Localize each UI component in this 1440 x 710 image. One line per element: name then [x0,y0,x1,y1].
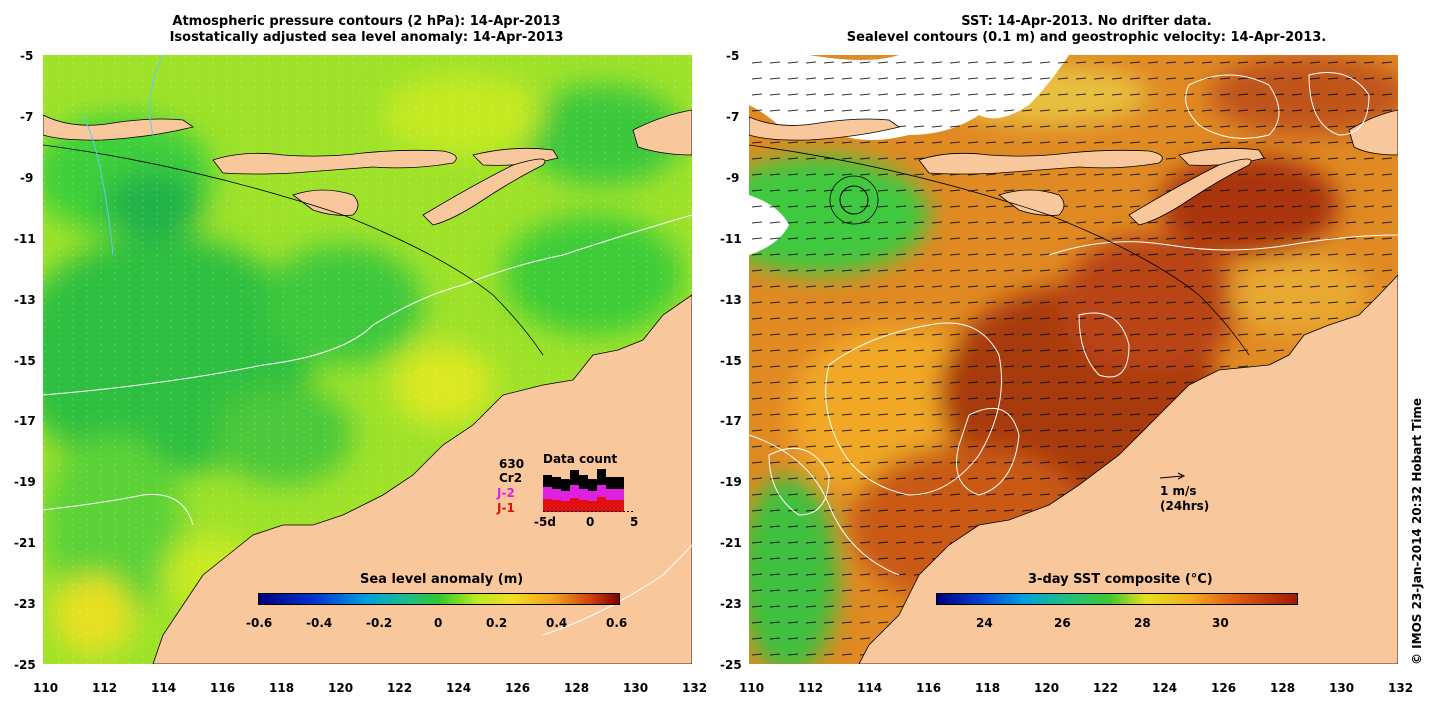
lat-label: -19 [14,475,36,489]
lon-label: 130 [1329,681,1355,695]
lon-label: 112 [92,681,118,695]
right-colorbar [936,593,1298,605]
lat-label: -11 [720,232,742,246]
lat-label: -21 [14,536,36,550]
lat-label: -23 [14,597,36,611]
data-count-sat2: J-2 [497,486,515,500]
lat-label: -17 [14,414,36,428]
histogram-bars [543,469,624,512]
colorbar-tick: 30 [1212,616,1229,630]
lat-label: -17 [720,414,742,428]
data-count-axis-label: 5 [630,515,639,529]
scale-vector-sublabel: (24hrs) [1160,499,1210,513]
right-map-sst [749,55,1398,664]
lat-label: -11 [14,232,36,246]
colorbar-tick: -0.2 [366,616,393,630]
right-title-line1: SST: 14-Apr-2013. No drifter data. [961,14,1212,29]
lat-label: -13 [720,293,742,307]
lon-label: 120 [1034,681,1060,695]
lon-label: 128 [564,681,590,695]
colorbar-tick: 24 [976,616,993,630]
lon-label: 114 [857,681,883,695]
colorbar-tick: 28 [1134,616,1151,630]
colorbar-tick: 0.4 [546,616,568,630]
lat-label: -25 [14,658,36,672]
lat-label: -9 [726,171,740,185]
lon-label: 122 [387,681,413,695]
colorbar-tick: -0.4 [306,616,333,630]
lat-label: -19 [720,475,742,489]
data-count-title: Data count [543,452,618,466]
lat-label: -23 [720,597,742,611]
data-count-axis-label: 0 [586,515,595,529]
right-colorbar-title: 3-day SST composite (°C) [1028,572,1213,587]
data-count-histogram [543,469,634,512]
lon-label: 126 [505,681,531,695]
right-title-line2: Sealevel contours (0.1 m) and geostrophi… [846,30,1327,45]
scale-vector-arrow [1159,472,1186,480]
lon-label: 114 [151,681,177,695]
colorbar-tick: 26 [1054,616,1071,630]
lon-label: 116 [916,681,942,695]
left-colorbar-title: Sea level anomaly (m) [360,572,524,587]
lat-label: -21 [720,536,742,550]
lon-label: 130 [623,681,649,695]
colorbar-tick: 0.2 [486,616,508,630]
lon-label: 118 [269,681,295,695]
lat-label: -7 [726,110,740,124]
data-count-sat3: J-1 [497,501,515,515]
lat-label: -15 [720,354,742,368]
copyright-note: © IMOS 23-Jan-2014 20:32 Hobart Time [1410,397,1424,665]
left-colorbar [258,593,620,605]
data-count-sat1: Cr2 [499,471,523,485]
left-map-sea-level-anomaly [43,55,692,664]
colorbar-tick: 0.6 [606,616,628,630]
lon-label: 124 [446,681,472,695]
left-title-line2: Isostatically adjusted sea level anomaly… [169,30,564,45]
left-title-line1: Atmospheric pressure contours (2 hPa): 1… [172,14,561,29]
data-count-axis-label: -5d [534,515,556,529]
scale-vector-label: 1 m/s [1160,484,1197,498]
lon-label: 112 [798,681,824,695]
lat-label: -5 [726,49,740,63]
lon-label: 122 [1093,681,1119,695]
lat-label: -7 [20,110,34,124]
lon-label: 128 [1270,681,1296,695]
lon-label: 126 [1211,681,1237,695]
lon-label: 132 [1388,681,1414,695]
lon-label: 124 [1152,681,1178,695]
colorbar-tick: 0 [434,616,443,630]
lat-label: -5 [20,49,34,63]
lat-label: -9 [20,171,34,185]
data-count-total: 630 [499,457,525,471]
lon-label: 132 [682,681,708,695]
lon-label: 116 [210,681,236,695]
lon-label: 118 [975,681,1001,695]
lat-label: -15 [14,354,36,368]
lat-label: -13 [14,293,36,307]
lon-label: 110 [33,681,59,695]
lon-label: 120 [328,681,354,695]
colorbar-tick: -0.6 [246,616,273,630]
lon-label: 110 [739,681,765,695]
lat-label: -25 [720,658,742,672]
